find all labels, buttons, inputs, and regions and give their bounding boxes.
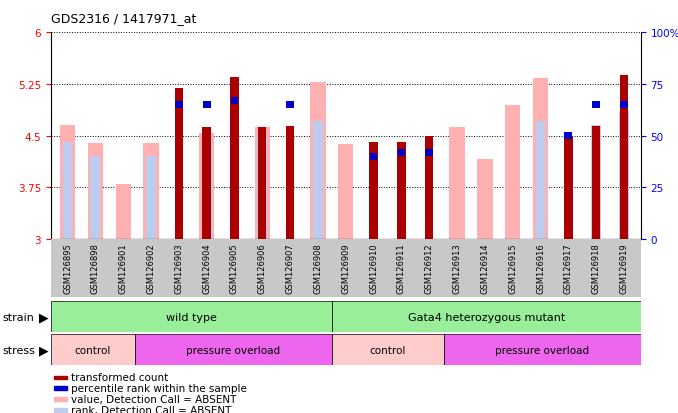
Bar bbox=[62, 142, 73, 240]
Bar bbox=[536, 122, 545, 240]
Text: GSM126919: GSM126919 bbox=[620, 242, 629, 293]
Text: GSM126911: GSM126911 bbox=[397, 242, 406, 293]
Bar bbox=[199, 133, 214, 240]
Bar bbox=[444, 335, 641, 366]
Text: GSM126895: GSM126895 bbox=[63, 242, 72, 293]
Text: GSM126901: GSM126901 bbox=[119, 242, 127, 293]
Bar bbox=[255, 128, 270, 240]
Bar bbox=[591, 126, 601, 240]
Text: GSM126903: GSM126903 bbox=[174, 242, 183, 293]
Bar bbox=[533, 79, 549, 240]
Text: strain: strain bbox=[2, 312, 34, 322]
Text: pressure overload: pressure overload bbox=[186, 345, 281, 355]
Bar bbox=[370, 142, 378, 240]
Bar bbox=[450, 128, 464, 240]
Bar bbox=[332, 301, 641, 332]
Bar bbox=[425, 136, 433, 240]
Text: GSM126912: GSM126912 bbox=[424, 242, 434, 293]
Bar bbox=[90, 157, 100, 240]
Bar bbox=[370, 154, 378, 160]
Bar bbox=[311, 83, 325, 240]
Bar bbox=[51, 301, 332, 332]
Text: GSM126916: GSM126916 bbox=[536, 242, 545, 293]
Bar bbox=[54, 408, 66, 412]
Bar bbox=[620, 102, 628, 109]
Text: GSM126908: GSM126908 bbox=[313, 242, 323, 293]
Bar bbox=[143, 143, 159, 240]
Bar bbox=[397, 151, 406, 240]
Text: control: control bbox=[370, 345, 406, 355]
Bar bbox=[203, 128, 211, 240]
Bar bbox=[60, 126, 75, 240]
Text: GSM126913: GSM126913 bbox=[453, 242, 462, 293]
Text: percentile rank within the sample: percentile rank within the sample bbox=[71, 383, 247, 393]
Bar bbox=[620, 76, 629, 240]
Text: transformed count: transformed count bbox=[71, 373, 169, 382]
Bar bbox=[175, 102, 183, 109]
Text: GSM126904: GSM126904 bbox=[202, 242, 211, 293]
Bar bbox=[313, 122, 323, 240]
Bar bbox=[54, 376, 66, 379]
Text: GSM126907: GSM126907 bbox=[285, 242, 295, 293]
Bar bbox=[54, 397, 66, 401]
Bar bbox=[397, 142, 405, 240]
Bar bbox=[477, 160, 492, 240]
Text: GSM126918: GSM126918 bbox=[592, 242, 601, 293]
Bar bbox=[54, 387, 66, 390]
Text: GSM126909: GSM126909 bbox=[341, 242, 351, 293]
Bar bbox=[397, 150, 405, 156]
Text: GSM126906: GSM126906 bbox=[258, 242, 267, 293]
Bar bbox=[425, 150, 433, 156]
Bar bbox=[593, 102, 600, 109]
Bar bbox=[202, 136, 212, 240]
Bar bbox=[592, 127, 600, 240]
Bar bbox=[203, 102, 211, 109]
Bar bbox=[565, 133, 572, 140]
Text: GSM126914: GSM126914 bbox=[481, 242, 490, 293]
Bar bbox=[231, 78, 239, 240]
Bar bbox=[175, 89, 183, 240]
Bar bbox=[332, 335, 444, 366]
Text: ▶: ▶ bbox=[39, 343, 49, 356]
Bar bbox=[231, 98, 239, 104]
Bar bbox=[338, 145, 353, 240]
Text: pressure overload: pressure overload bbox=[496, 345, 589, 355]
Text: ▶: ▶ bbox=[39, 310, 49, 323]
Text: GDS2316 / 1417971_at: GDS2316 / 1417971_at bbox=[51, 12, 196, 25]
Text: GSM126902: GSM126902 bbox=[146, 242, 155, 293]
Text: GSM126905: GSM126905 bbox=[230, 242, 239, 293]
Bar bbox=[51, 335, 135, 366]
Bar bbox=[115, 185, 131, 240]
Bar bbox=[564, 138, 572, 240]
Bar bbox=[505, 105, 521, 240]
Bar bbox=[258, 128, 266, 240]
Bar bbox=[286, 127, 294, 240]
Text: wild type: wild type bbox=[166, 312, 217, 322]
Text: GSM126910: GSM126910 bbox=[369, 242, 378, 293]
Bar bbox=[258, 136, 267, 240]
Text: stress: stress bbox=[2, 345, 35, 355]
Text: rank, Detection Call = ABSENT: rank, Detection Call = ABSENT bbox=[71, 405, 232, 413]
Text: control: control bbox=[75, 345, 111, 355]
Bar bbox=[146, 157, 156, 240]
Bar bbox=[286, 102, 294, 109]
Text: GSM126915: GSM126915 bbox=[508, 242, 517, 293]
Bar bbox=[87, 143, 103, 240]
Text: Gata4 heterozygous mutant: Gata4 heterozygous mutant bbox=[407, 312, 565, 322]
Text: GSM126917: GSM126917 bbox=[564, 242, 573, 293]
Bar bbox=[135, 335, 332, 366]
Bar bbox=[619, 112, 629, 240]
Text: value, Detection Call = ABSENT: value, Detection Call = ABSENT bbox=[71, 394, 237, 404]
Text: GSM126898: GSM126898 bbox=[91, 242, 100, 293]
